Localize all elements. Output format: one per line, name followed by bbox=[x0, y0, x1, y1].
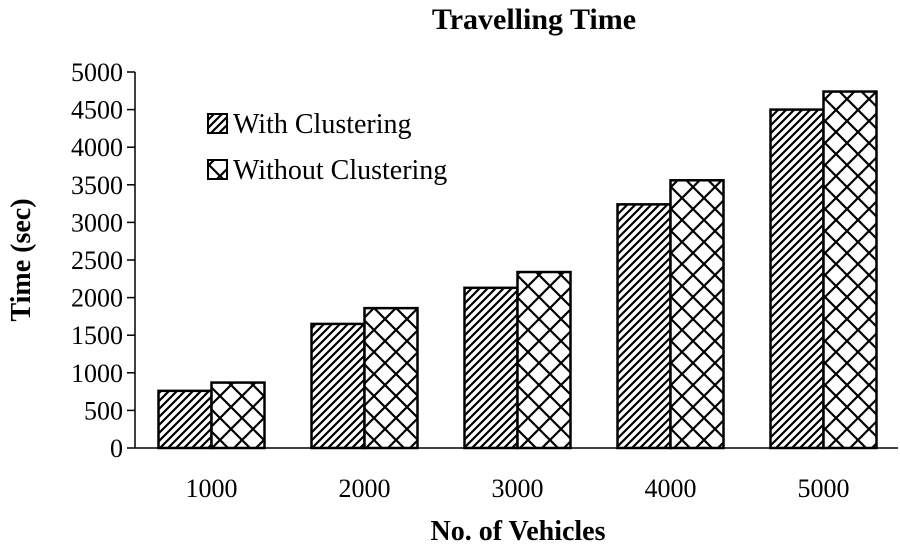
legend-label-without-clustering: Without Clustering bbox=[233, 155, 447, 186]
bar-with-clustering-5000 bbox=[769, 108, 825, 450]
legend-swatch-without-clustering bbox=[207, 159, 228, 180]
bar-without-clustering-4000 bbox=[669, 179, 725, 450]
x-tick-label: 1000 bbox=[186, 474, 238, 503]
bar-with-clustering-2000 bbox=[310, 322, 366, 450]
bar-with-clustering-4000 bbox=[616, 203, 672, 450]
bar-without-clustering-1000 bbox=[210, 381, 266, 450]
bar-without-clustering-5000 bbox=[822, 90, 878, 450]
y-tick-label: 2000 bbox=[71, 284, 123, 313]
y-tick-label: 3500 bbox=[71, 171, 123, 200]
y-tick-label: 0 bbox=[110, 434, 123, 463]
legend-label-with-clustering: With Clustering bbox=[233, 109, 412, 140]
legend: With Clustering Without Clustering bbox=[207, 109, 447, 186]
y-tick-label: 2500 bbox=[71, 246, 123, 275]
y-tick-label: 1500 bbox=[71, 321, 123, 350]
y-tick-label: 4500 bbox=[71, 96, 123, 125]
x-tick-label: 3000 bbox=[492, 474, 544, 503]
y-axis-label: Time (sec) bbox=[6, 198, 37, 321]
y-tick-label: 5000 bbox=[71, 58, 123, 87]
bar-with-clustering-3000 bbox=[463, 286, 519, 450]
y-tick-label: 4000 bbox=[71, 133, 123, 162]
bar-with-clustering-1000 bbox=[157, 389, 213, 450]
x-tick-label: 2000 bbox=[339, 474, 391, 503]
y-tick-label: 500 bbox=[84, 396, 123, 425]
x-axis-label: No. of Vehicles bbox=[431, 516, 606, 547]
legend-swatch-with-clustering bbox=[207, 113, 228, 134]
y-tick-label: 1000 bbox=[71, 359, 123, 388]
x-tick-label: 5000 bbox=[798, 474, 850, 503]
plot-area: 0 500 1000 1500 2000 2500 3000 3500 4000 4500 5000… bbox=[71, 58, 898, 503]
x-tick-label: 4000 bbox=[645, 474, 697, 503]
chart-title: Travelling Time bbox=[432, 3, 636, 36]
y-tick-label: 3000 bbox=[71, 208, 123, 237]
bar-without-clustering-2000 bbox=[363, 306, 419, 450]
bar-without-clustering-3000 bbox=[516, 270, 572, 450]
